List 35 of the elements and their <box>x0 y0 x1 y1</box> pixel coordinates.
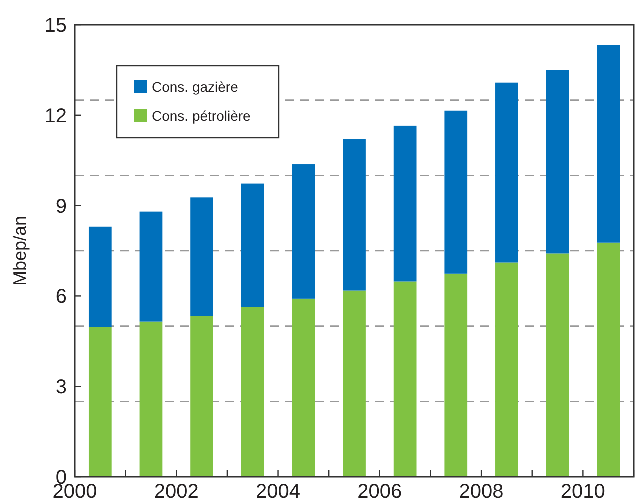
x-tick-label: 2006 <box>358 481 402 502</box>
legend-label: Cons. pétrolière <box>152 108 252 124</box>
legend-label: Cons. gazière <box>152 78 239 95</box>
bar <box>292 298 316 477</box>
bar <box>343 140 366 291</box>
bar <box>292 164 316 299</box>
bar <box>190 198 214 316</box>
bar <box>597 242 620 477</box>
y-tick-label: 12 <box>44 105 67 128</box>
bar <box>444 274 468 477</box>
bar <box>88 226 112 328</box>
x-tick-label: 2004 <box>256 481 301 502</box>
bar <box>496 82 518 263</box>
bar <box>343 290 366 477</box>
bar <box>546 254 570 477</box>
x-tick-label: 2008 <box>459 481 504 502</box>
y-axis-title: Mbep/an <box>10 216 30 286</box>
bar <box>241 184 264 308</box>
bar <box>394 126 417 282</box>
bar <box>546 70 570 254</box>
bar <box>88 327 112 477</box>
y-tick-label: 15 <box>44 15 67 37</box>
bar <box>190 316 214 477</box>
bar <box>140 212 163 322</box>
bar <box>444 110 468 274</box>
bar <box>394 282 417 477</box>
bar <box>241 307 264 477</box>
x-tick-label: 2002 <box>154 481 199 502</box>
y-tick-label: 3 <box>56 376 67 399</box>
bar <box>496 262 518 477</box>
y-tick-label: 6 <box>56 286 67 308</box>
bar <box>597 45 620 243</box>
bar <box>140 322 163 477</box>
x-tick-label: 2010 <box>560 481 606 502</box>
y-tick-label: 9 <box>56 196 67 218</box>
